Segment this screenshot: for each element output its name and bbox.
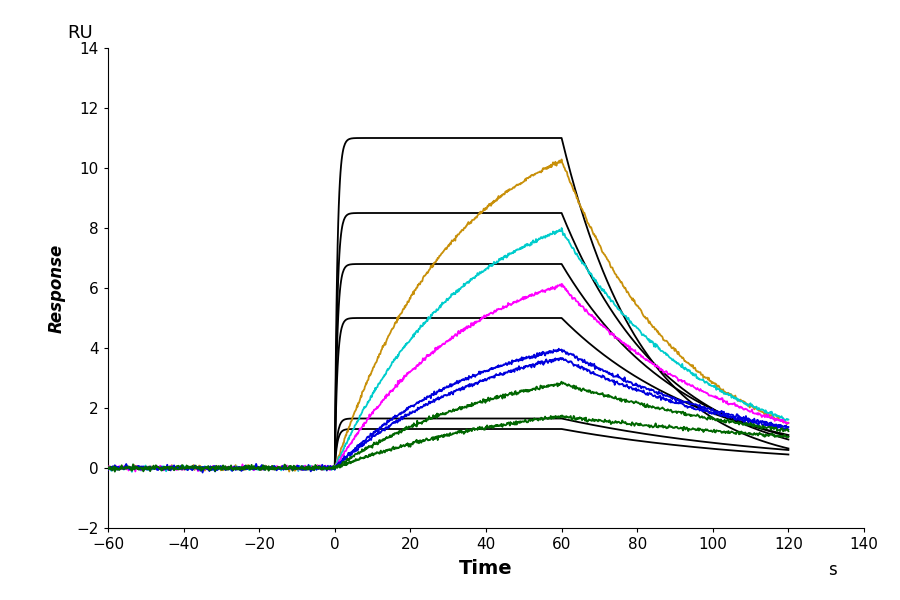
Text: s: s xyxy=(828,561,837,579)
Y-axis label: Response: Response xyxy=(48,244,66,332)
Text: RU: RU xyxy=(68,24,94,42)
X-axis label: Time: Time xyxy=(459,559,513,578)
